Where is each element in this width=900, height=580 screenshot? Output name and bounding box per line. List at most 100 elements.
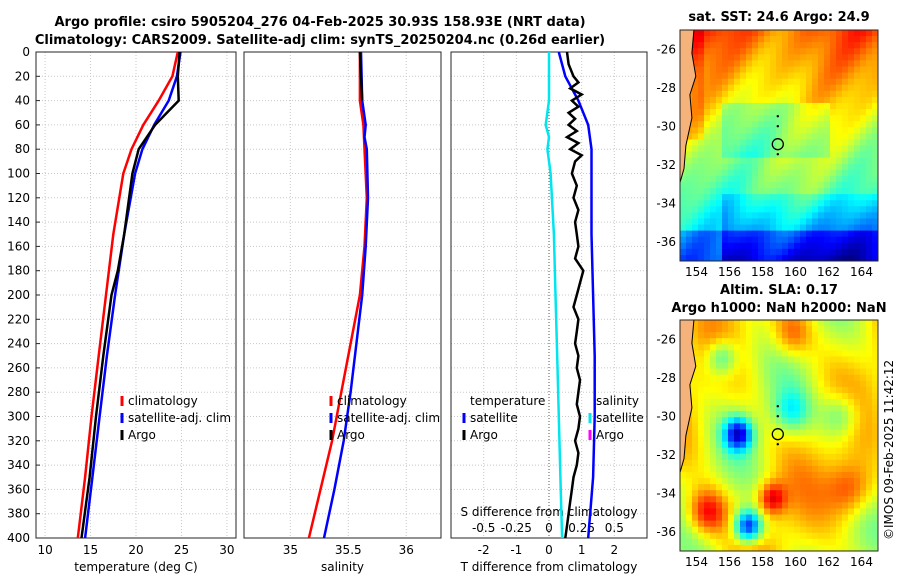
sst-map-cell [710, 248, 717, 256]
sla-map-cell [800, 332, 807, 339]
sst-map-cell [854, 248, 861, 256]
sla-map-cell [728, 441, 735, 449]
sst-map-cell [830, 36, 837, 43]
sla-map-cell [848, 532, 855, 540]
sla-map-cell [842, 392, 849, 400]
sla-map-cell [854, 356, 861, 364]
sst-map-cell [794, 218, 801, 226]
sla-map-cell [746, 368, 753, 376]
sst-map-cell [812, 133, 819, 141]
sla-map-cell [848, 526, 855, 534]
sla-map-cell [842, 356, 849, 364]
sst-map-cell [812, 200, 819, 207]
sla-map-cell [734, 532, 741, 540]
sla-map-cell [704, 411, 711, 418]
sst-map-cell [848, 206, 855, 213]
sla-map-cell [824, 423, 831, 431]
sla-map-cell [830, 392, 837, 400]
sla-map-cell [722, 520, 729, 528]
sst-map-cell [842, 139, 849, 147]
sla-map-cell [728, 380, 735, 388]
sst-map-cell [716, 54, 723, 61]
sst-map-cell [782, 206, 789, 213]
sst-map-cell [824, 212, 831, 220]
sst-map-cell [836, 145, 843, 153]
sst-map-cell [740, 181, 747, 189]
sst-map-cell [734, 218, 741, 226]
sla-map-cell [866, 405, 873, 412]
sst-map-cell [728, 121, 735, 128]
sst-map-cell [770, 115, 777, 122]
sst-map-cell [860, 151, 867, 159]
sla-map-cell [854, 429, 861, 437]
sla-map-cell [860, 332, 867, 339]
sst-map-cell [854, 188, 861, 195]
sst-map-cell [752, 139, 759, 147]
sla-map-cell [722, 429, 729, 437]
sla-map-cell [860, 399, 867, 406]
sla-map-cell [698, 526, 705, 534]
sst-map-cell [692, 206, 699, 213]
sla-map-cell [842, 326, 849, 333]
sst-map-cell [782, 115, 789, 122]
sst-map-cell [836, 157, 843, 165]
sla-map-cell [860, 362, 867, 370]
sst-map-cell [704, 102, 711, 110]
sst-map-cell [794, 230, 801, 238]
sla-map-cell [854, 435, 861, 443]
sla-map-cell [770, 478, 777, 485]
sla-map-cell [818, 514, 825, 522]
sla-map-cell [740, 368, 747, 376]
sst-map-cell [728, 242, 735, 250]
sst-map-cell [836, 66, 843, 74]
sla-map-cell [710, 520, 717, 528]
sla-map-cell [848, 471, 855, 479]
sla-map-cell [758, 405, 765, 412]
sla-map-cell [710, 496, 717, 503]
sla-map-cell [866, 344, 873, 351]
sst-map-cell [686, 194, 693, 201]
sst-map-cell [734, 121, 741, 128]
sla-map-cell [716, 429, 723, 437]
sla-map-cell [848, 502, 855, 510]
sla-map-cell [872, 441, 878, 449]
sst-map-cell [842, 78, 849, 86]
sla-map-cell [818, 411, 825, 418]
sla-map-cell [716, 538, 723, 546]
legend-label: Argo [128, 428, 156, 442]
sst-map-cell [698, 194, 705, 201]
sla-map-cell [848, 496, 855, 503]
sla-map-cell [830, 478, 837, 485]
sla-map-cell [776, 496, 783, 503]
sst-map-cell [830, 48, 837, 55]
sla-map-cell [872, 417, 878, 424]
sla-map-cell [752, 362, 759, 370]
sla-map-cell [704, 380, 711, 388]
sst-map-cell [710, 212, 717, 220]
sla-map-cell [824, 332, 831, 339]
sst-map-cell [722, 175, 729, 183]
sla-map-cell [836, 368, 843, 376]
sst-map-cell [824, 242, 831, 250]
sst-map-cell [752, 127, 759, 134]
sla-map-cell [848, 326, 855, 333]
sst-map-cell [740, 102, 747, 110]
sst-map-cell [692, 90, 699, 98]
sst-map-cell [740, 169, 747, 177]
sst-map-cell [740, 163, 747, 171]
sla-map-cell [758, 417, 765, 424]
sla-map-cell [776, 508, 783, 516]
sst-map-cell [800, 200, 807, 207]
sst-map-cell [692, 42, 699, 49]
sst-map-cell [860, 206, 867, 213]
sst-map-cell [716, 218, 723, 226]
sst-map-cell [800, 121, 807, 128]
sst-map-cell [800, 169, 807, 177]
sla-map-cell [818, 465, 825, 473]
sla-map-cell [692, 435, 699, 443]
sla-map-cell [806, 478, 813, 485]
sst-map-cell [836, 181, 843, 189]
sla-map-cell [818, 490, 825, 497]
sla-map-cell [836, 544, 843, 551]
sla-map-cell [836, 447, 843, 455]
